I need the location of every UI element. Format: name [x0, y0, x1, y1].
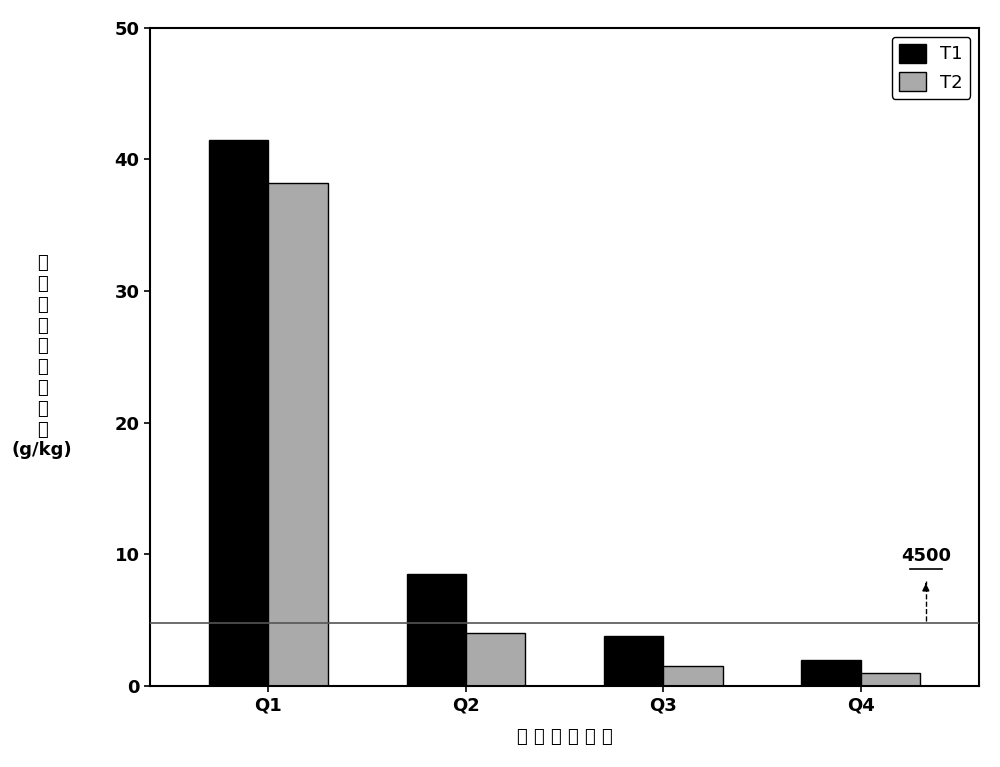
- Bar: [268, 183, 328, 686]
- Text: 4500: 4500: [901, 547, 951, 565]
- Bar: [861, 673, 920, 686]
- X-axis label: 异 位 清 洗 次 数: 异 位 清 洗 次 数: [517, 728, 612, 746]
- Bar: [407, 574, 466, 686]
- Bar: [801, 660, 861, 686]
- Legend: T1, T2: T1, T2: [892, 37, 970, 99]
- Bar: [663, 666, 723, 686]
- Bar: [604, 636, 663, 686]
- Text: 土
壤
中
污
油
残
留
总
量
(g/kg): 土 壤 中 污 油 残 留 总 量 (g/kg): [12, 254, 73, 459]
- Bar: [209, 140, 268, 686]
- Bar: [466, 634, 525, 686]
